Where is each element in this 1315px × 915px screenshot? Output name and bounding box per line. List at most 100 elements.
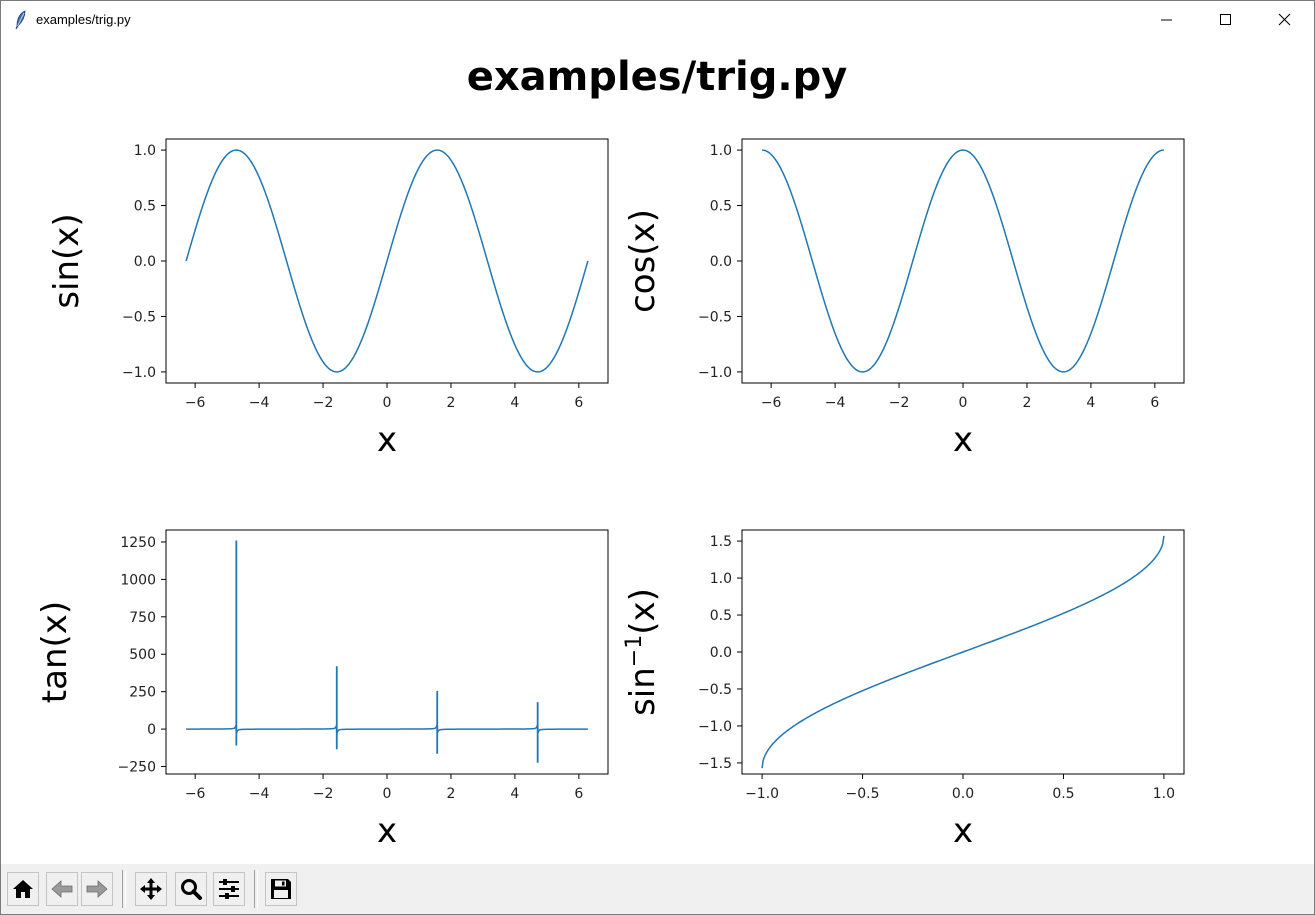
y-tick-label: −0.5 [122, 309, 156, 325]
y-tick-label: 500 [129, 647, 156, 663]
x-axis-label: x [377, 811, 397, 851]
configure-subplots-button[interactable] [213, 872, 245, 906]
y-label-superscript: −1 [622, 635, 647, 667]
back-arrow-icon [51, 880, 73, 898]
series-line-arcsin [761, 535, 1165, 769]
y-label-argument: (x) [623, 588, 663, 635]
feather-icon [15, 10, 26, 30]
x-tick-label: −0.5 [846, 786, 880, 802]
close-icon [1278, 13, 1291, 26]
y-tick-label: 0.5 [710, 199, 732, 215]
magnifier-icon [181, 879, 202, 900]
x-tick-label: −4 [249, 395, 270, 411]
zoom-button[interactable] [175, 872, 207, 906]
minimize-button[interactable] [1138, 1, 1196, 39]
x-tick-label: 2 [446, 395, 455, 411]
x-tick-label: −2 [313, 395, 334, 411]
toolbar-separator [122, 870, 126, 908]
x-tick-label: −6 [761, 395, 782, 411]
axes-frame [165, 529, 609, 775]
maximize-icon [1220, 14, 1231, 25]
y-axis-label: cos(x) [623, 209, 663, 313]
x-tick-label: 0.5 [1052, 786, 1074, 802]
sliders-icon [219, 879, 239, 899]
figure-canvas[interactable]: examples/trig.py −6 −4 −2 0 2 4 6 −1.0 −0.5 0.0 0.… [1, 39, 1314, 864]
x-axis-label: x [953, 420, 973, 460]
figure-svg: examples/trig.py −6 −4 −2 0 2 4 6 −1.0 −0.5 0.0 0.… [35, 54, 1185, 851]
subplot-sin: −6 −4 −2 0 2 4 6 −1.0 −0.5 0.0 0.5 1.0 x sin(x) [47, 138, 609, 460]
x-tick-label: 4 [510, 786, 519, 802]
title-bar[interactable]: examples/trig.py [1, 1, 1314, 39]
x-tick-label: −4 [825, 395, 846, 411]
x-tick-label: −6 [185, 395, 206, 411]
series-line-tan [186, 724, 588, 734]
x-tick-label: 0 [383, 395, 392, 411]
y-tick-label: 750 [129, 610, 156, 626]
pan-button[interactable] [135, 872, 167, 906]
close-button[interactable] [1256, 1, 1314, 39]
x-tick-label: 6 [574, 395, 583, 411]
y-tick-label: −1.0 [698, 365, 732, 381]
toolbar-separator [254, 870, 258, 908]
y-tick-label: −1.0 [122, 365, 156, 381]
window-title: examples/trig.py [36, 12, 131, 27]
y-label-base: sin [623, 667, 663, 716]
x-tick-label: 2 [446, 786, 455, 802]
subplot-cos: −6 −4 −2 0 2 4 6 −1.0 −0.5 0.0 0.5 1.0 x cos(x) [623, 138, 1185, 460]
y-axis-label: sin(x) [47, 213, 87, 308]
y-tick-label: −0.5 [698, 309, 732, 325]
subplot-tan: −6 −4 −2 0 2 4 6 −250 0 250 500 750 1000 1250 x tan(x) [35, 529, 609, 851]
x-tick-label: −2 [313, 786, 334, 802]
minimize-icon [1161, 19, 1172, 21]
y-tick-label: 0.0 [134, 254, 156, 270]
x-tick-label: 4 [510, 395, 519, 411]
y-tick-label: 0.0 [710, 645, 732, 661]
forward-arrow-icon [86, 880, 108, 898]
y-tick-label: 1.0 [710, 571, 732, 587]
y-tick-label: 1000 [120, 572, 156, 588]
y-axis-label: sin−1(x) [622, 588, 663, 716]
navigation-toolbar [1, 864, 1314, 914]
y-tick-label: −1.0 [698, 719, 732, 735]
y-tick-label: 1.0 [710, 143, 732, 159]
series-line-sin [185, 149, 589, 373]
floppy-disk-icon [271, 879, 291, 899]
y-axis-label: tan(x) [35, 601, 75, 703]
y-tick-label: 0 [147, 722, 156, 738]
x-tick-label: 0 [383, 786, 392, 802]
home-button[interactable] [7, 872, 39, 906]
x-tick-label: 6 [1150, 395, 1159, 411]
y-tick-label: 1.0 [134, 143, 156, 159]
x-tick-label: 1.0 [1153, 786, 1175, 802]
subplot-arcsin: −1.0 −0.5 0.0 0.5 1.0 −1.5 −1.0 −0.5 0.0 0.5 1.0 1.… [622, 529, 1185, 851]
x-tick-label: 2 [1022, 395, 1031, 411]
x-axis-label: x [953, 811, 973, 851]
y-tick-label: −250 [118, 760, 156, 776]
back-button[interactable] [46, 872, 78, 906]
x-tick-label: −6 [185, 786, 206, 802]
axes-frame [741, 138, 1185, 384]
x-tick-label: 6 [574, 786, 583, 802]
save-button[interactable] [265, 872, 297, 906]
x-tick-label: 4 [1086, 395, 1095, 411]
y-tick-label: 0.5 [134, 199, 156, 215]
x-tick-label: −1.0 [745, 786, 779, 802]
y-tick-label: 1250 [120, 535, 156, 551]
y-tick-label: −0.5 [698, 682, 732, 698]
x-tick-label: −2 [889, 395, 910, 411]
y-tick-label: −1.5 [698, 756, 732, 772]
maximize-button[interactable] [1197, 1, 1255, 39]
y-tick-label: 250 [129, 685, 156, 701]
figure-suptitle: examples/trig.py [467, 54, 848, 100]
home-icon [13, 880, 33, 898]
y-tick-label: 0.0 [710, 254, 732, 270]
series-line-cos [762, 149, 1164, 373]
y-tick-label: 0.5 [710, 608, 732, 624]
x-tick-label: −4 [249, 786, 270, 802]
x-axis-label: x [377, 420, 397, 460]
x-tick-label: 0 [959, 395, 968, 411]
x-tick-label: 0.0 [952, 786, 974, 802]
forward-button[interactable] [81, 872, 113, 906]
move-arrows-icon [140, 878, 162, 900]
